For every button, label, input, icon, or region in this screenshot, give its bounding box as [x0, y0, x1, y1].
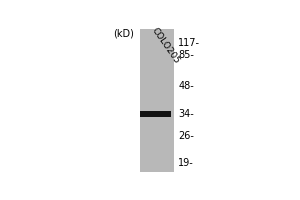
Text: (kD): (kD) — [113, 29, 134, 39]
Text: 85-: 85- — [178, 50, 194, 60]
Bar — [140, 29, 173, 172]
Text: 48-: 48- — [178, 81, 194, 91]
Text: 34-: 34- — [178, 109, 194, 119]
Bar — [140, 111, 171, 117]
Text: COLO205: COLO205 — [150, 26, 181, 66]
Text: 117-: 117- — [178, 38, 200, 48]
Text: 19-: 19- — [178, 158, 194, 168]
Text: 26-: 26- — [178, 131, 194, 141]
